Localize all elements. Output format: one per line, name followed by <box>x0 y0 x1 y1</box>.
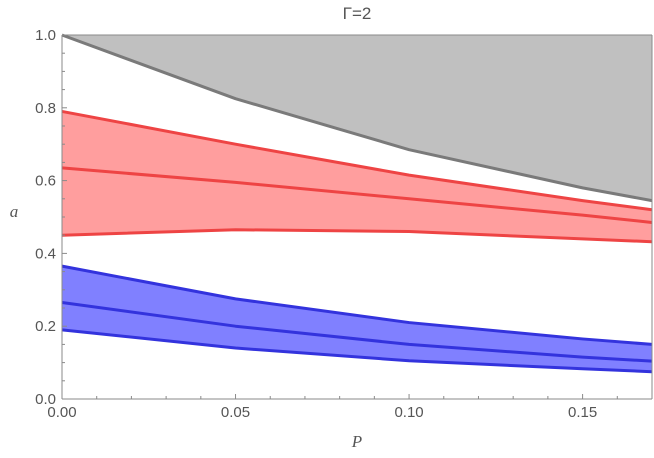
y-tick-label: 0.2 <box>35 318 56 335</box>
x-tick-label: 0.10 <box>394 404 423 421</box>
region-layer <box>61 33 653 374</box>
x-tick-label: 0.05 <box>221 404 250 421</box>
blue-band-lower-line <box>61 328 653 374</box>
excluded-region-fill <box>62 35 652 201</box>
chart-title: Γ=2 <box>343 4 372 23</box>
blue-band-middle-line <box>61 301 653 363</box>
y-tick-label: 0.6 <box>35 173 56 190</box>
y-tick-label: 0.4 <box>35 245 56 262</box>
y-tick-label: 1.0 <box>35 27 56 44</box>
excluded-region-boundary-line <box>61 33 653 203</box>
blue-band-fill <box>62 266 652 372</box>
x-tick-label: 0.15 <box>568 404 597 421</box>
y-tick-label: 0.8 <box>35 100 56 117</box>
x-tick-label: 0.00 <box>47 404 76 421</box>
x-axis-label: P <box>351 432 362 451</box>
red-band-upper-line <box>61 109 653 212</box>
red-band-lower-line <box>61 228 653 244</box>
y-tick-label: 0.0 <box>35 391 56 408</box>
y-axis-label: a <box>10 202 19 221</box>
blue-band-upper-line <box>61 264 653 346</box>
tick-layer: 0.00 0.05 0.10 0.15 0.0 0.2 0.4 0.6 0.8 1.0 <box>35 27 618 421</box>
red-band-middle-line <box>61 166 653 224</box>
